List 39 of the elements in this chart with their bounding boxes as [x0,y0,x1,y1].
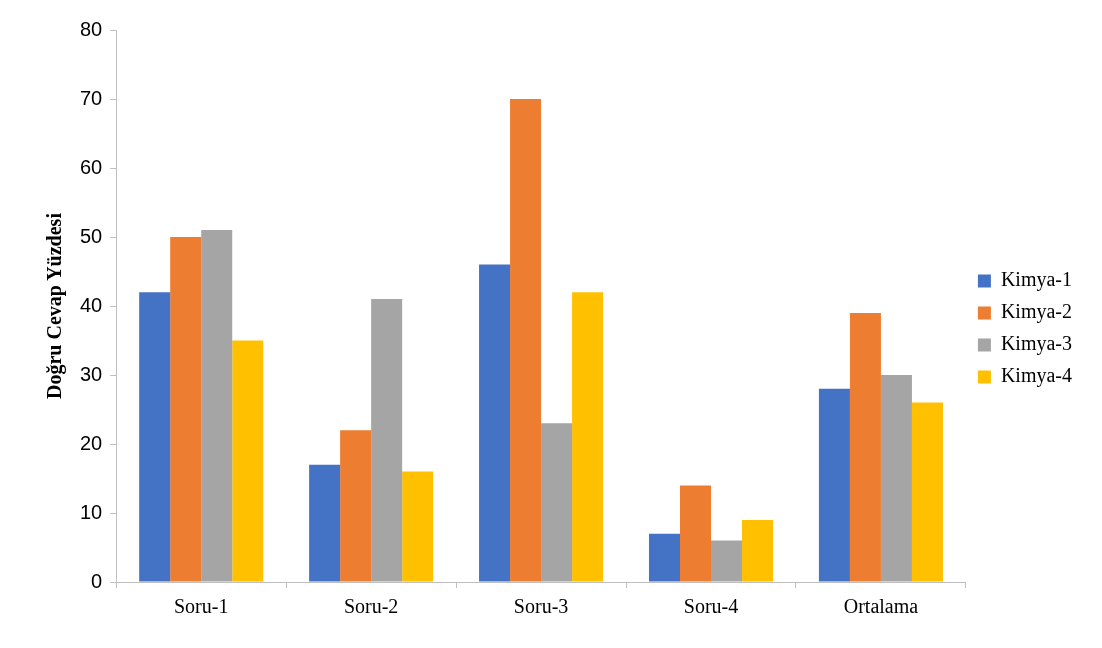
y-tick-label: 30 [80,362,103,385]
x-tick-label: Soru-2 [343,595,399,618]
bar [572,292,604,582]
y-tick-label: 10 [80,500,103,523]
bar [818,388,850,582]
y-tick-label: 50 [80,224,103,247]
y-tick-label: 40 [80,293,103,316]
bar [680,485,712,582]
bar [510,99,542,582]
bar [742,519,774,582]
y-axis-title: Doğru Cevap Yüzdesi [43,212,67,399]
y-tick-label: 60 [80,155,103,178]
bar [711,540,743,582]
bar [201,230,233,582]
bar [232,340,264,582]
bar [170,237,202,582]
x-tick-label: Soru-3 [513,595,569,618]
bar [479,264,511,582]
bar [880,375,912,582]
bar [309,464,341,582]
y-tick-label: 0 [91,569,103,592]
bar [139,292,171,582]
legend-label: Kimya-4 [1000,364,1072,388]
x-tick-label: Soru-4 [683,595,739,618]
y-tick-label: 80 [80,17,103,40]
bar [340,430,372,582]
y-tick-label: 70 [80,86,103,109]
bar [648,533,680,582]
legend-label: Kimya-1 [1000,268,1072,292]
bar [402,471,434,582]
bar [541,423,573,582]
legend-label: Kimya-3 [1000,332,1072,356]
bar [911,402,943,582]
bar [849,312,881,582]
x-tick-label: Ortalama [843,595,919,618]
y-tick-label: 20 [80,431,103,454]
bar [371,299,403,582]
x-tick-label: Soru-1 [173,595,229,618]
legend-label: Kimya-2 [1000,300,1072,324]
